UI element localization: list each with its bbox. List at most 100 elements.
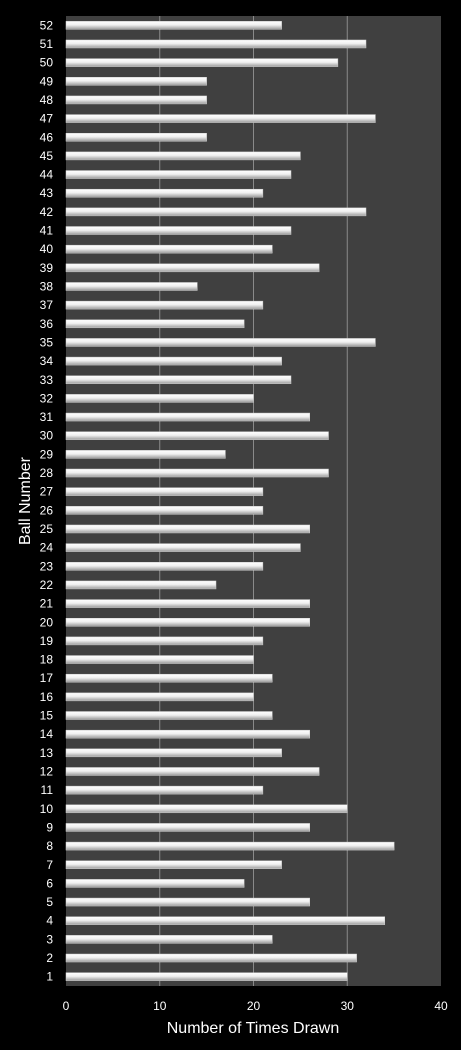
y-tick-label-19: 19 [40,634,54,648]
y-tick-label-4: 4 [46,914,53,928]
y-tick-label-37: 37 [40,298,54,312]
y-tick-label-25: 25 [40,522,54,536]
bar-ball-17 [65,673,273,683]
y-tick-label-23: 23 [40,559,54,573]
y-tick-label-20: 20 [40,615,54,629]
bar-ball-4 [65,916,385,925]
bar-ball-9 [65,823,310,832]
y-tick-label-27: 27 [40,485,54,499]
y-tick-label-15: 15 [40,709,54,723]
bar-ball-29 [65,450,226,459]
y-tick-label-11: 11 [41,783,54,797]
y-tick-label-41: 41 [40,224,54,238]
bar-ball-41 [65,226,292,235]
y-tick-label-29: 29 [40,447,54,461]
y-tick-label-22: 22 [40,578,54,592]
bar-ball-42 [65,207,367,217]
bar-ball-5 [65,897,310,907]
y-tick-label-51: 51 [40,37,54,51]
y-tick-label-12: 12 [40,764,54,778]
bar-ball-33 [65,375,292,384]
y-tick-label-9: 9 [46,820,53,834]
y-tick-label-34: 34 [40,354,54,368]
y-tick-label-33: 33 [40,373,54,387]
bar-ball-36 [65,319,245,329]
y-tick-label-32: 32 [40,391,54,405]
y-tick-label-13: 13 [40,746,54,760]
bar-ball-31 [65,412,310,422]
x-tick-label-10: 10 [153,999,167,1013]
bar-ball-13 [65,748,282,758]
bar-ball-45 [65,151,301,161]
bar-ball-7 [65,860,282,869]
bar-ball-12 [65,767,320,776]
bars [65,21,395,981]
bar-ball-38 [65,282,198,291]
bar-ball-18 [65,655,254,664]
bar-ball-39 [65,263,320,273]
y-tick-label-3: 3 [46,932,53,946]
x-axis-title: Number of Times Drawn [167,1020,340,1037]
bar-ball-6 [65,879,245,888]
y-tick-label-46: 46 [40,130,54,144]
bar-ball-27 [65,487,264,496]
bar-ball-51 [65,39,367,49]
bar-ball-22 [65,580,217,590]
bar-ball-50 [65,58,339,67]
bar-ball-21 [65,599,310,608]
bar-ball-2 [65,953,357,963]
y-tick-label-49: 49 [40,74,54,88]
bar-ball-28 [65,468,329,478]
y-tick-label-36: 36 [40,317,54,331]
y-tick-label-1: 1 [46,970,53,984]
y-tick-label-18: 18 [40,653,54,667]
bar-ball-23 [65,562,264,571]
y-tick-label-39: 39 [40,261,54,275]
x-tick-labels: 0 10 20 30 40 [63,999,448,1013]
y-tick-label-52: 52 [40,18,54,32]
y-tick-label-31: 31 [40,410,54,424]
bar-ball-34 [65,356,282,366]
y-tick-label-10: 10 [40,802,54,816]
y-tick-label-42: 42 [40,205,54,219]
x-tick-label-0: 0 [63,999,70,1013]
bar-ball-43 [65,188,264,198]
bar-ball-14 [65,729,310,739]
y-tick-label-44: 44 [40,168,54,182]
y-tick-label-16: 16 [40,690,54,704]
bar-ball-15 [65,711,273,720]
y-tick-label-17: 17 [40,671,54,685]
y-tick-label-8: 8 [46,839,53,853]
y-tick-label-30: 30 [40,429,54,443]
bar-ball-48 [65,95,207,105]
y-tick-label-14: 14 [40,727,54,741]
bar-ball-20 [65,618,310,627]
y-tick-label-38: 38 [40,279,54,293]
bar-ball-52 [65,21,282,30]
bar-ball-46 [65,133,207,142]
x-tick-label-40: 40 [434,999,448,1013]
y-tick-label-45: 45 [40,149,54,163]
y-tick-label-35: 35 [40,335,54,349]
bar-ball-47 [65,114,376,123]
bar-ball-3 [65,935,273,944]
y-tick-label-40: 40 [40,242,54,256]
y-tick-label-48: 48 [40,93,54,107]
y-tick-label-5: 5 [46,895,53,909]
bar-ball-40 [65,244,273,254]
bar-ball-1 [65,972,348,981]
y-tick-label-47: 47 [40,112,54,126]
bar-ball-30 [65,431,329,440]
y-tick-label-43: 43 [40,186,54,200]
bar-ball-35 [65,338,376,347]
bar-ball-25 [65,524,310,534]
bar-ball-11 [65,785,264,795]
bar-ball-44 [65,170,292,179]
y-tick-label-2: 2 [46,951,53,965]
bar-ball-19 [65,636,264,646]
bar-ball-24 [65,543,301,552]
y-tick-label-24: 24 [40,541,54,555]
bar-ball-32 [65,394,254,403]
bar-ball-10 [65,804,348,814]
